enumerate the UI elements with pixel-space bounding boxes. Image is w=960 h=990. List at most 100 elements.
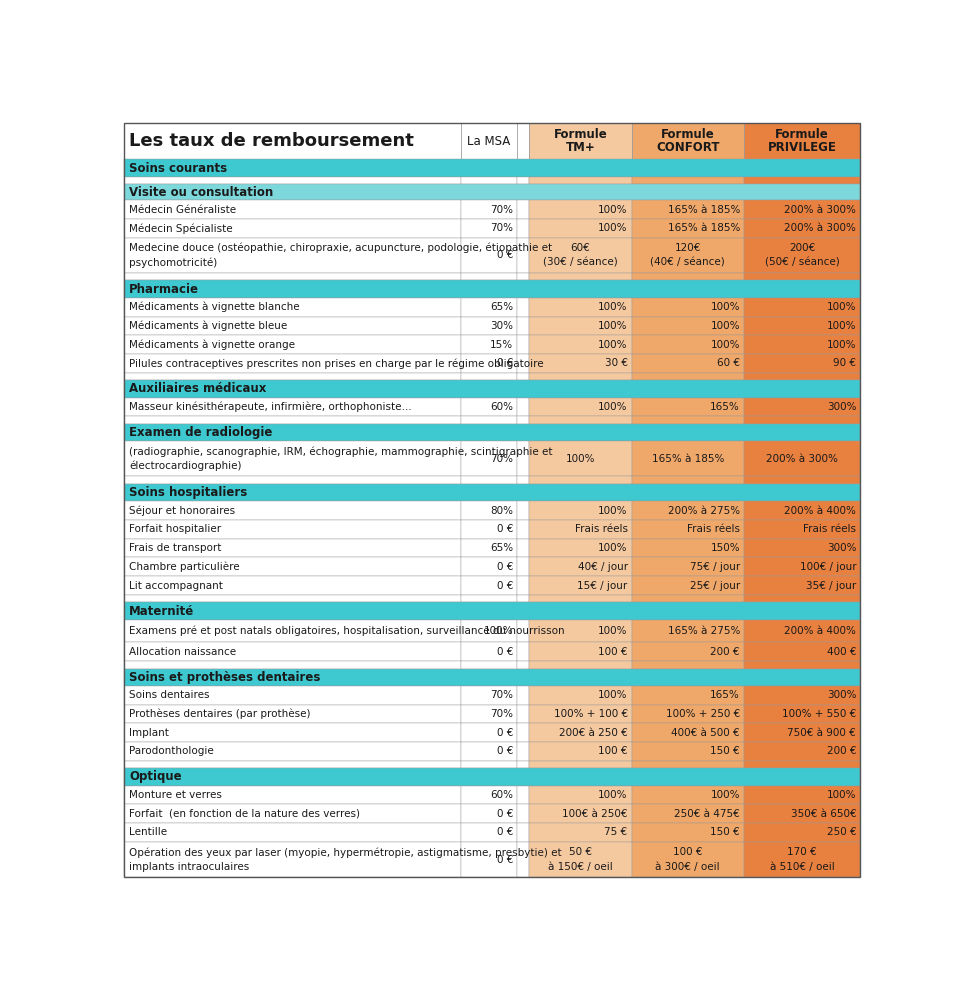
Bar — [632, 354, 744, 373]
Text: Medecine douce (ostéopathie, chiropraxie, acupuncture, podologie, étiopathie et: Medecine douce (ostéopathie, chiropraxie… — [130, 243, 552, 253]
Text: Soins dentaires: Soins dentaires — [130, 690, 210, 700]
Bar — [744, 761, 860, 768]
Text: 100%: 100% — [598, 224, 628, 234]
Bar — [744, 823, 860, 842]
Bar — [529, 576, 632, 595]
Text: 0 €: 0 € — [496, 646, 513, 656]
Bar — [516, 416, 529, 424]
Text: TM+: TM+ — [565, 142, 595, 154]
Bar — [632, 123, 744, 159]
Text: Forfait hospitalier: Forfait hospitalier — [130, 525, 222, 535]
Bar — [529, 842, 632, 877]
Text: 0 €: 0 € — [496, 854, 513, 864]
Text: 100%: 100% — [598, 544, 628, 553]
Text: 100%: 100% — [484, 626, 513, 636]
Text: Soins et prothèses dentaires: Soins et prothèses dentaires — [130, 670, 321, 684]
Text: Prothèses dentaires (par prothèse): Prothèses dentaires (par prothèse) — [130, 709, 311, 719]
Text: 100%: 100% — [598, 626, 628, 636]
Bar — [516, 219, 529, 238]
Text: (30€ / séance): (30€ / séance) — [543, 257, 617, 267]
Bar — [124, 177, 461, 184]
Bar — [124, 200, 461, 219]
Text: Frais réels: Frais réels — [575, 525, 628, 535]
Bar — [744, 442, 860, 476]
Text: 70%: 70% — [490, 205, 513, 215]
Bar — [744, 273, 860, 280]
Text: Masseur kinésithérapeute, infirmière, orthophoniste…: Masseur kinésithérapeute, infirmière, or… — [130, 402, 412, 412]
Text: Frais réels: Frais réels — [804, 525, 856, 535]
Bar — [744, 476, 860, 484]
Bar — [632, 761, 744, 768]
Bar — [516, 238, 529, 273]
Text: Allocation naissance: Allocation naissance — [130, 646, 236, 656]
Bar — [744, 742, 860, 761]
Text: Formule: Formule — [554, 128, 608, 141]
Bar — [529, 620, 632, 643]
Text: 100€ / jour: 100€ / jour — [800, 561, 856, 572]
Bar — [744, 804, 860, 823]
Bar — [529, 557, 632, 576]
Text: Lit accompagnant: Lit accompagnant — [130, 580, 223, 591]
Text: PRIVILEGE: PRIVILEGE — [768, 142, 836, 154]
Bar — [529, 336, 632, 354]
Text: 100%: 100% — [598, 402, 628, 412]
Text: 90 €: 90 € — [833, 358, 856, 368]
Bar — [461, 416, 516, 424]
Text: 100%: 100% — [827, 321, 856, 331]
Bar — [461, 823, 516, 842]
Bar — [461, 557, 516, 576]
Text: 80%: 80% — [490, 506, 513, 516]
Text: 50 €: 50 € — [569, 847, 592, 857]
Bar — [516, 804, 529, 823]
Bar — [124, 354, 461, 373]
Bar — [461, 476, 516, 484]
Bar — [124, 539, 461, 557]
Text: 300%: 300% — [827, 544, 856, 553]
Bar — [529, 373, 632, 380]
Text: 200% à 275%: 200% à 275% — [668, 506, 740, 516]
Text: 250€ à 475€: 250€ à 475€ — [674, 809, 740, 819]
Bar — [124, 238, 461, 273]
Bar — [461, 520, 516, 539]
Bar — [124, 219, 461, 238]
Text: 15€ / jour: 15€ / jour — [577, 580, 628, 591]
Text: 0 €: 0 € — [496, 809, 513, 819]
Text: 300%: 300% — [827, 690, 856, 700]
Bar — [124, 842, 461, 877]
Bar — [632, 661, 744, 668]
Text: 65%: 65% — [490, 544, 513, 553]
Bar — [529, 476, 632, 484]
Bar — [461, 200, 516, 219]
Bar — [516, 520, 529, 539]
Bar — [632, 576, 744, 595]
Text: (radiographie, scanographie, IRM, échographie, mammographie, scintigraphie et: (radiographie, scanographie, IRM, échogr… — [130, 446, 553, 457]
Bar — [124, 159, 860, 177]
Bar — [529, 416, 632, 424]
Bar — [529, 823, 632, 842]
Bar — [529, 643, 632, 661]
Bar — [461, 576, 516, 595]
Text: à 510€ / oeil: à 510€ / oeil — [770, 861, 834, 871]
Text: Forfait  (en fonction de la nature des verres): Forfait (en fonction de la nature des ve… — [130, 809, 360, 819]
Text: 0 €: 0 € — [496, 525, 513, 535]
Text: 300%: 300% — [827, 402, 856, 412]
Bar — [516, 298, 529, 317]
Text: 25€ / jour: 25€ / jour — [689, 580, 740, 591]
Bar — [529, 317, 632, 336]
Bar — [744, 354, 860, 373]
Bar — [124, 123, 461, 159]
Text: 15%: 15% — [490, 340, 513, 349]
Bar — [632, 643, 744, 661]
Bar — [632, 724, 744, 742]
Bar — [461, 177, 516, 184]
Text: 200% à 300%: 200% à 300% — [784, 224, 856, 234]
Bar — [461, 620, 516, 643]
Bar — [461, 354, 516, 373]
Bar — [632, 620, 744, 643]
Text: 100% + 250 €: 100% + 250 € — [665, 709, 740, 719]
Bar — [632, 823, 744, 842]
Text: électrocardiographie): électrocardiographie) — [130, 460, 242, 471]
Bar — [632, 842, 744, 877]
Bar — [516, 273, 529, 280]
Bar — [461, 501, 516, 520]
